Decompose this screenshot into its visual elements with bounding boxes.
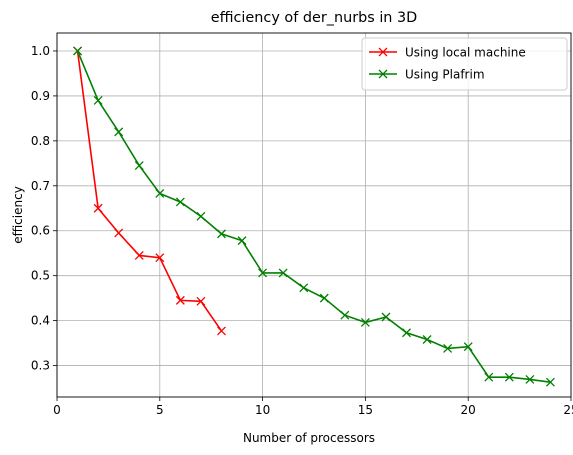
- data-point-marker: [93, 203, 103, 213]
- legend-label: Using local machine: [405, 46, 526, 60]
- y-tick-label: 0.9: [31, 89, 50, 103]
- x-tick-label: 25: [563, 403, 573, 417]
- y-tick-label: 0.3: [31, 359, 50, 373]
- data-point-marker: [155, 253, 165, 263]
- legend: Using local machine Using Plafrim: [361, 37, 568, 91]
- y-tick-label: 0.8: [31, 134, 50, 148]
- data-point-marker: [340, 310, 350, 320]
- x-tick-label: 5: [156, 403, 164, 417]
- data-point-marker: [175, 295, 185, 305]
- series-2: [73, 46, 555, 387]
- y-tick-label: 0.7: [31, 179, 50, 193]
- data-point-marker: [237, 236, 247, 246]
- data-point-marker: [258, 268, 268, 278]
- series-line: [76, 50, 223, 332]
- data-point-marker: [196, 211, 206, 221]
- legend-label: Using Plafrim: [405, 68, 485, 82]
- data-point-marker: [196, 296, 206, 306]
- legend-box: [361, 37, 568, 91]
- data-point-marker: [525, 375, 535, 384]
- data-point-marker: [504, 372, 514, 382]
- series-1: [73, 46, 226, 336]
- x-axis-ticks: 0 5 10 15 20 25: [53, 397, 573, 417]
- data-point-marker: [134, 161, 144, 171]
- x-tick-label: 10: [255, 403, 270, 417]
- data-point-marker: [360, 317, 370, 327]
- series-layer: [73, 46, 555, 387]
- data-point-marker: [73, 46, 83, 56]
- y-tick-label: 1.0: [31, 44, 50, 58]
- data-point-marker: [484, 372, 494, 382]
- x-tick-label: 20: [461, 403, 476, 417]
- data-point-marker: [114, 228, 124, 238]
- data-point-marker: [545, 377, 555, 387]
- data-point-marker: [299, 283, 309, 293]
- data-point-marker: [319, 293, 329, 303]
- y-tick-label: 0.6: [31, 224, 50, 238]
- x-axis-title: Number of processors: [243, 431, 375, 445]
- data-point-marker: [114, 127, 124, 137]
- x-tick-label: 15: [358, 403, 373, 417]
- data-point-marker: [155, 188, 165, 198]
- y-axis-ticks: 0.3 0.4 0.5 0.6 0.7 0.8 0.9 1.0: [31, 44, 57, 373]
- plot-frame: [56, 32, 572, 398]
- x-tick-label: 0: [53, 403, 61, 417]
- data-point-marker: [217, 229, 226, 239]
- y-tick-label: 0.5: [31, 269, 50, 283]
- data-point-marker: [93, 95, 103, 105]
- legend-marker: [378, 47, 388, 57]
- data-point-marker: [463, 342, 473, 352]
- data-point-marker: [422, 335, 432, 344]
- series-line: [76, 50, 551, 383]
- chart-title: efficiency of der_nurbs in 3D: [211, 10, 418, 26]
- y-tick-label: 0.4: [31, 314, 50, 328]
- data-point-marker: [217, 326, 226, 336]
- data-point-marker: [443, 344, 453, 353]
- data-point-marker: [402, 328, 411, 338]
- y-axis-title: efficiency: [11, 186, 25, 244]
- data-point-marker: [134, 250, 144, 260]
- data-point-marker: [381, 312, 391, 322]
- data-point-marker: [278, 268, 288, 278]
- data-point-marker: [175, 197, 185, 207]
- legend-marker: [378, 69, 388, 79]
